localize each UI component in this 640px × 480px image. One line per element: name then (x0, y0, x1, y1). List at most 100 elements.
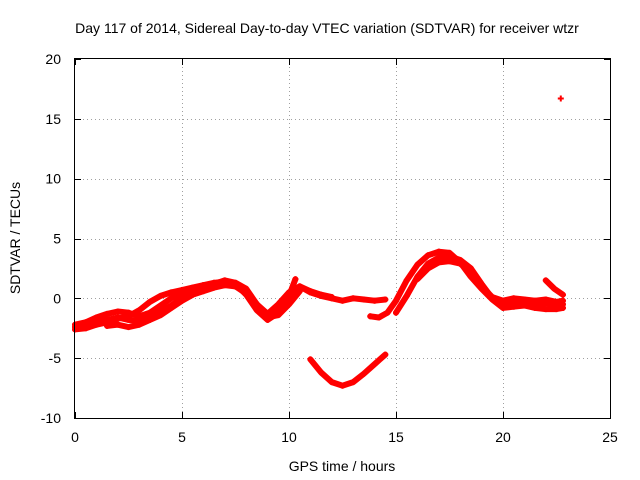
x-tick-label: 5 (178, 429, 186, 445)
data-point (382, 351, 389, 358)
y-tick-label: 0 (53, 290, 61, 306)
data-point (114, 321, 121, 328)
data-point (275, 307, 282, 314)
data-point (189, 291, 196, 298)
data-point (179, 297, 185, 304)
data-point (292, 276, 299, 283)
data-point (360, 370, 367, 377)
data-point (446, 258, 453, 265)
data-point (264, 313, 271, 320)
data-point (243, 290, 250, 297)
data-point (253, 304, 260, 311)
data-point (146, 316, 153, 323)
data-point (125, 309, 132, 316)
data-point (339, 297, 346, 304)
data-point (425, 252, 432, 259)
data-point (435, 259, 442, 266)
data-point (146, 309, 153, 316)
data-point (551, 285, 558, 292)
series-trace (414, 258, 566, 305)
data-point (393, 297, 399, 304)
data-point (93, 314, 100, 321)
series-track-h (414, 258, 566, 305)
data-point (104, 322, 111, 329)
data-point (157, 292, 164, 299)
data-point (82, 319, 89, 326)
series-track-i (542, 277, 566, 298)
data-point (200, 282, 207, 289)
data-point (425, 265, 432, 272)
data-point (221, 282, 228, 289)
grid (75, 59, 610, 418)
y-tick-label: 20 (45, 51, 61, 67)
data-point (328, 379, 335, 386)
plot-frame (74, 58, 611, 419)
y-tick-label: 5 (53, 231, 61, 247)
data-point (371, 361, 378, 368)
data-point (296, 283, 303, 290)
data-point (457, 260, 464, 267)
data-point (146, 298, 153, 305)
data-point (360, 296, 367, 303)
data-point (179, 290, 185, 297)
x-tick-label: 0 (71, 429, 79, 445)
data-point (559, 291, 566, 298)
data-point (435, 248, 442, 255)
data-point (489, 294, 496, 301)
data-point (307, 288, 314, 295)
data-point (125, 324, 132, 331)
series-trace (307, 351, 389, 389)
y-tick-label: 15 (45, 111, 61, 127)
data-point (542, 306, 549, 313)
data-point (367, 313, 374, 320)
data-point (403, 277, 410, 284)
data-point (104, 310, 111, 317)
data-point (307, 356, 314, 363)
x-tick-label: 10 (281, 429, 297, 445)
data-point (542, 296, 549, 303)
y-axis-label: SDTVAR / TECUs (7, 182, 23, 294)
data-point (157, 312, 164, 319)
data-point (114, 314, 121, 321)
data-point (350, 295, 357, 302)
data-point (510, 295, 517, 302)
data-point (403, 292, 410, 299)
data-point (168, 289, 175, 296)
data-point (157, 302, 164, 309)
y-tick-label: -10 (41, 410, 61, 426)
data-point (375, 314, 382, 321)
data-point (136, 313, 143, 320)
data-point (414, 261, 421, 268)
data-point (136, 321, 143, 328)
data-point (114, 308, 121, 315)
series-outlier (557, 95, 564, 102)
y-tick-label: 10 (45, 171, 61, 187)
data-point (211, 284, 218, 291)
data-point (318, 291, 325, 298)
data-point (553, 298, 560, 305)
data-point (393, 309, 399, 316)
axis-ticks: 0 5 10 15 20 25 -10 -5 0 5 10 15 20 (41, 51, 618, 445)
data-point (136, 307, 143, 314)
data-point (286, 292, 292, 299)
series-track-e (307, 351, 389, 389)
data-point (125, 316, 132, 323)
data-point (232, 283, 239, 290)
data-point (467, 269, 474, 276)
data-point (350, 379, 357, 386)
x-tick-label: 25 (602, 429, 618, 445)
x-tick-label: 20 (495, 429, 511, 445)
data-point (104, 316, 111, 323)
data-point (189, 285, 196, 292)
data-point (414, 276, 421, 283)
data-point (339, 382, 346, 389)
x-axis-label: GPS time / hours (289, 458, 396, 474)
data-point (557, 95, 564, 102)
data-point (286, 301, 292, 308)
data-point (168, 295, 175, 302)
data-point (168, 304, 175, 311)
data-point (318, 369, 325, 376)
data-point (542, 277, 549, 284)
data-point (200, 288, 207, 295)
